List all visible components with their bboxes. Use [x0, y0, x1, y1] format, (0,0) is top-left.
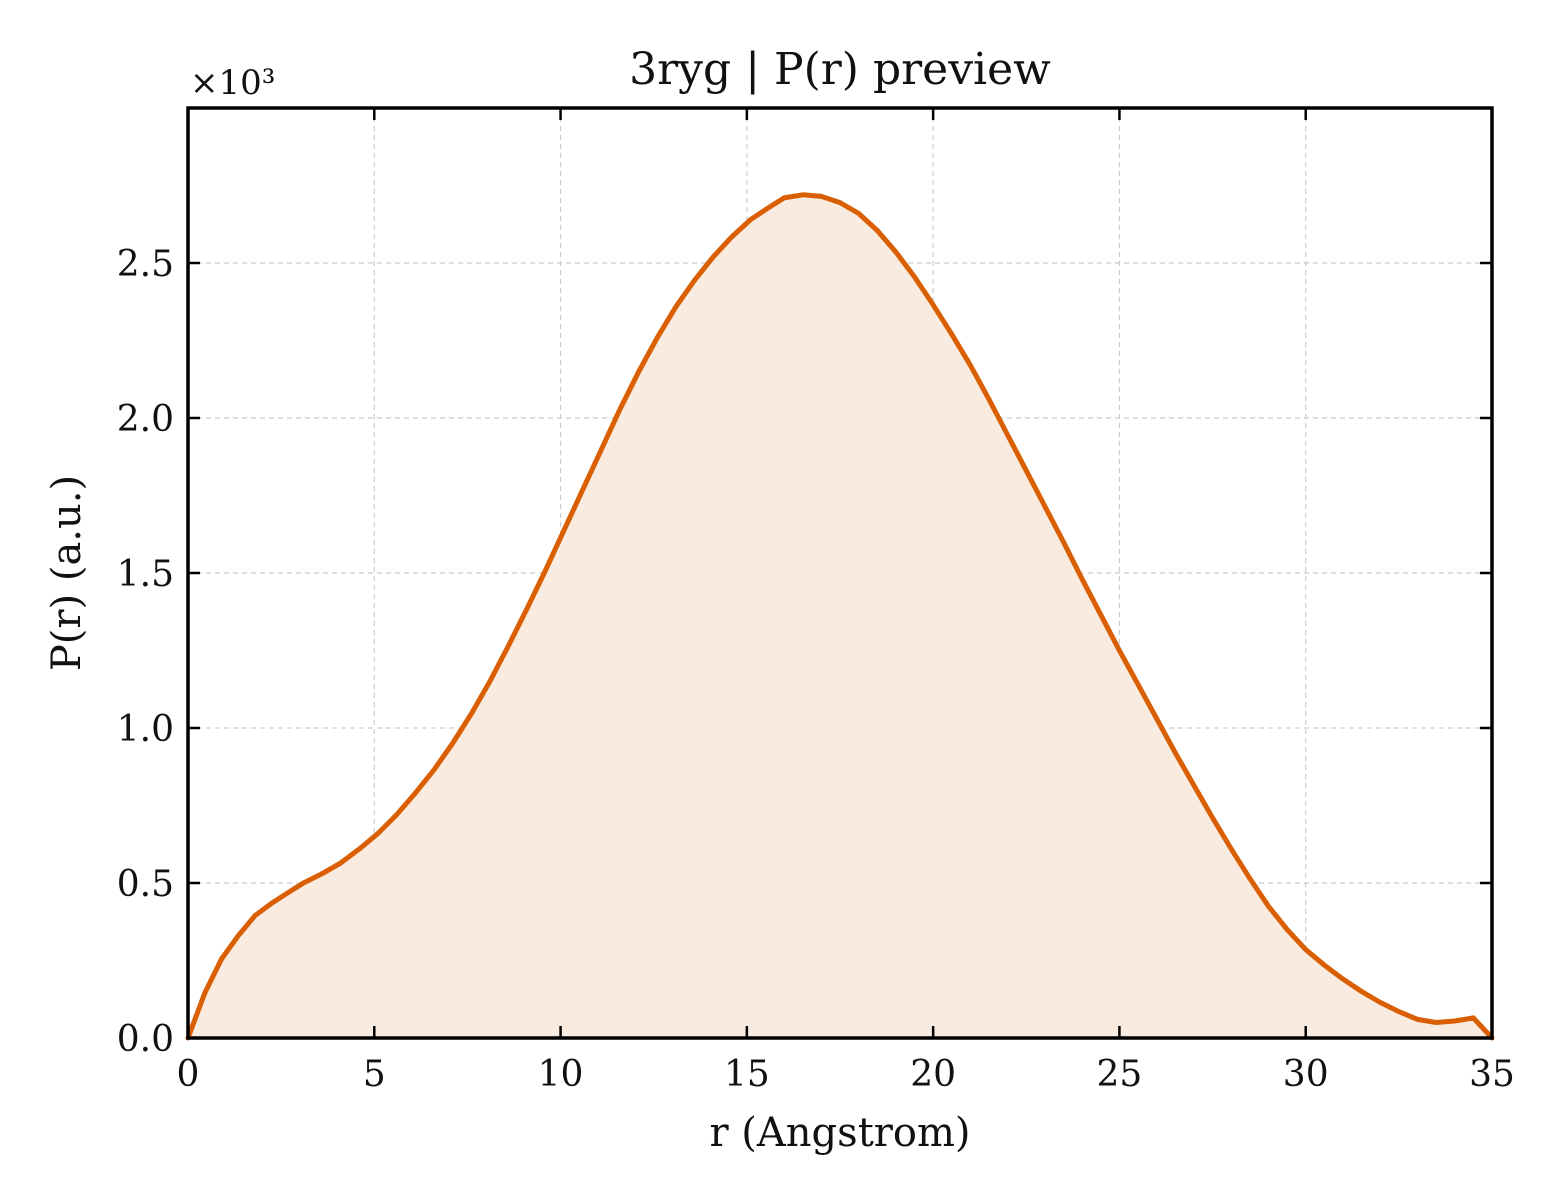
x-tick-label: 30	[1283, 1054, 1329, 1095]
x-tick-label: 15	[724, 1054, 770, 1095]
y-tick-label: 2.5	[117, 244, 174, 285]
plot-frame	[186, 106, 1494, 1040]
y-tick-label: 1.0	[117, 709, 174, 750]
x-tick-label: 5	[363, 1054, 386, 1095]
pr-area-fill	[188, 194, 1492, 1039]
x-tick-label: 10	[538, 1054, 584, 1095]
chart-title: 3ryg | P(r) preview	[629, 44, 1051, 95]
x-axis-label: r (Angstrom)	[709, 1110, 970, 1156]
y-axis-multiplier: ×10³	[190, 63, 275, 103]
y-tick-label: 1.5	[117, 554, 174, 595]
x-tick-label: 35	[1469, 1054, 1515, 1095]
y-axis-label: P(r) (a.u.)	[44, 475, 90, 671]
y-tick-label: 0.0	[117, 1019, 174, 1060]
y-tick-label: 0.5	[117, 864, 174, 905]
x-tick-label: 20	[910, 1054, 956, 1095]
pr-curve-line	[185, 192, 1495, 1041]
x-tick-label: 0	[177, 1054, 200, 1095]
tick-labels: 0 5 10 15 20 25 30 35 0.0 0.5 1.0 1.5 2.0 2.5	[117, 244, 1515, 1095]
y-tick-label: 2.0	[117, 399, 174, 440]
x-tick-label: 25	[1097, 1054, 1143, 1095]
